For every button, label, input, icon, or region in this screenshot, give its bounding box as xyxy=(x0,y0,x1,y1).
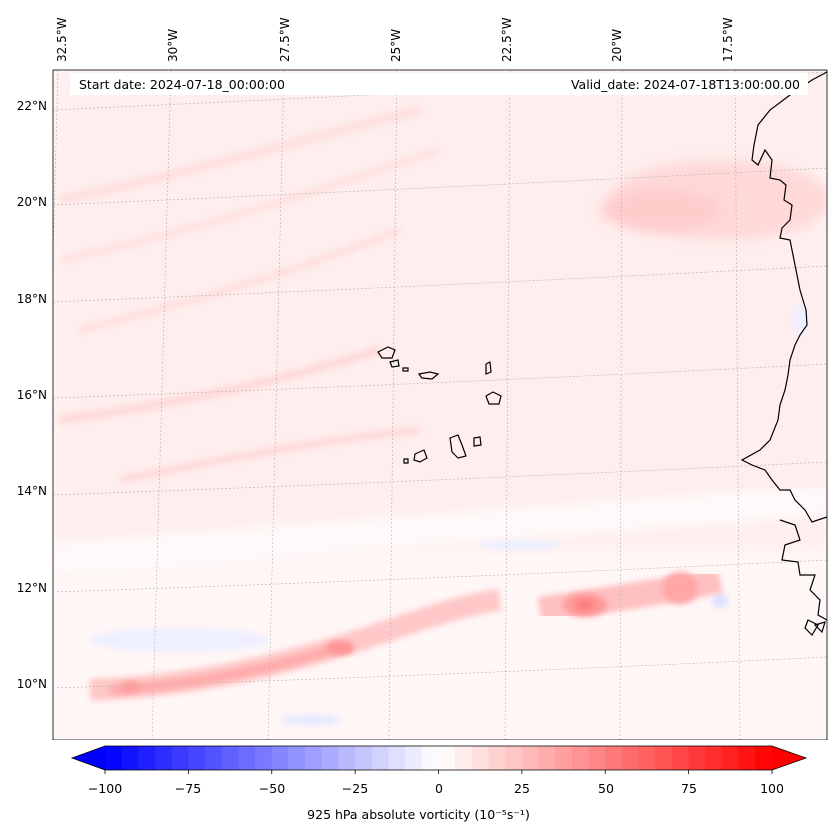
colorbar-segment xyxy=(155,746,173,770)
colorbar-segment xyxy=(671,746,690,770)
colorbar-extend-min xyxy=(72,746,105,770)
lon-label-22-5w: 22.5°W xyxy=(500,17,514,62)
colorbar-tick-label: 25 xyxy=(514,781,530,796)
colorbar-segment xyxy=(488,746,506,770)
colorbar-segment xyxy=(188,746,206,770)
colorbar-segment xyxy=(205,746,223,770)
lon-label-30w: 30°W xyxy=(166,28,180,62)
colorbar-segment xyxy=(538,746,556,770)
colorbar-segment xyxy=(355,746,373,770)
lat-label-18n: 18°N xyxy=(16,292,47,306)
colorbar-segment xyxy=(371,746,389,770)
colorbar-segment xyxy=(705,746,723,770)
colorbar-segment xyxy=(271,746,289,770)
colorbar-segment xyxy=(688,746,706,770)
colorbar-segment xyxy=(338,746,356,770)
colorbar-segment xyxy=(388,746,406,770)
map-frame xyxy=(52,69,828,740)
colorbar-tick-label: 50 xyxy=(598,781,614,796)
colorbar xyxy=(70,745,808,774)
colorbar-segment xyxy=(638,746,656,770)
start-date: Start date: 2024-07-18_00:00:00 xyxy=(79,77,285,92)
colorbar-segment xyxy=(171,746,189,770)
colorbar-segment xyxy=(605,746,623,770)
colorbar-segment xyxy=(755,746,773,770)
colorbar-segment xyxy=(288,746,306,770)
colorbar-segment xyxy=(421,746,439,770)
colorbar-segment xyxy=(221,746,239,770)
lat-label-20n: 20°N xyxy=(16,195,47,209)
colorbar-tick-label: −75 xyxy=(174,781,202,796)
lon-label-20w: 20°W xyxy=(610,28,624,62)
lon-label-32-5w: 32.5°W xyxy=(55,17,69,62)
lon-label-25w: 25°W xyxy=(389,28,403,62)
colorbar-segment xyxy=(621,746,640,770)
colorbar-tick-label: 100 xyxy=(760,781,784,796)
colorbar-tick-label: −50 xyxy=(258,781,286,796)
colorbar-extend-max xyxy=(772,746,806,770)
colorbar-segment xyxy=(121,746,139,770)
lat-label-16n: 16°N xyxy=(16,388,47,402)
vorticity-map xyxy=(52,69,828,740)
colorbar-tick-label: 0 xyxy=(435,781,443,796)
colorbar-segment xyxy=(321,746,339,770)
colorbar-segment xyxy=(105,746,123,770)
colorbar-segment xyxy=(521,746,540,770)
colorbar-segment xyxy=(505,746,523,770)
valid-date: Valid_date: 2024-07-18T13:00:00.00 xyxy=(570,77,800,92)
date-strip xyxy=(70,73,808,95)
colorbar-tick-label: −100 xyxy=(87,781,123,796)
lat-label-22n: 22°N xyxy=(16,99,47,113)
colorbar-segment xyxy=(255,746,273,770)
vorticity-field xyxy=(53,70,827,726)
lat-label-14n: 14°N xyxy=(16,484,47,498)
colorbar-segment xyxy=(555,746,573,770)
colorbar-segment xyxy=(405,746,423,770)
colorbar-segment xyxy=(721,746,740,770)
colorbar-segment xyxy=(455,746,473,770)
colorbar-segment xyxy=(588,746,606,770)
lat-label-12n: 12°N xyxy=(16,581,47,595)
colorbar-tick-label: 75 xyxy=(681,781,697,796)
lon-label-17-5w: 17.5°W xyxy=(721,17,735,62)
lat-label-10n: 10°N xyxy=(16,677,47,691)
colorbar-tick-label: −25 xyxy=(341,781,369,796)
coastline xyxy=(377,71,827,636)
colorbar-tick-marks xyxy=(104,770,773,774)
colorbar-label: 925 hPa absolute vorticity (10⁻⁵s⁻¹) xyxy=(307,807,530,822)
island-santo-antao xyxy=(377,346,396,359)
lon-label-27-5w: 27.5°W xyxy=(278,17,292,62)
colorbar-segment xyxy=(238,746,256,770)
colorbar-segments xyxy=(72,746,806,770)
colorbar-segment xyxy=(438,746,456,770)
colorbar-segment xyxy=(655,746,673,770)
colorbar-segment xyxy=(138,746,156,770)
colorbar-segment xyxy=(471,746,490,770)
colorbar-segment xyxy=(571,746,590,770)
colorbar-segment xyxy=(305,746,323,770)
colorbar-segment xyxy=(738,746,756,770)
